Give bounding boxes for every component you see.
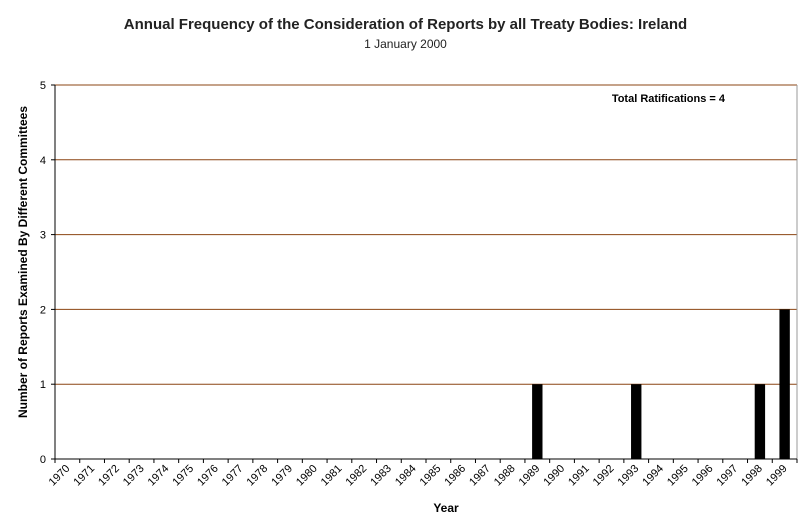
x-tick-label: 1994: [640, 463, 666, 489]
tick-labels: 0123451970197119721973197419751976197719…: [40, 80, 790, 488]
x-tick-label: 1998: [739, 463, 765, 489]
bar-1998: [754, 384, 766, 459]
bars: [532, 309, 790, 459]
chart-subtitle: 1 January 2000: [364, 37, 447, 51]
gridlines: [55, 84, 798, 459]
x-tick-label: 1989: [517, 463, 543, 489]
x-tick-label: 1973: [121, 463, 147, 489]
x-tick-label: 1984: [393, 463, 419, 489]
x-tick-label: 1976: [195, 463, 221, 489]
x-tick-label: 1991: [566, 463, 592, 489]
chart-title: Annual Frequency of the Consideration of…: [123, 16, 688, 33]
x-tick-label: 1970: [47, 463, 73, 489]
x-tick-label: 1980: [294, 463, 320, 489]
x-tick-label: 1999: [764, 463, 790, 489]
x-tick-label: 1979: [269, 463, 295, 489]
x-tick-label: 1997: [714, 463, 740, 489]
total-ratifications-annotation: Total Ratifications = 4: [612, 93, 726, 105]
y-tick-label: 0: [40, 454, 46, 466]
bar-1993: [631, 384, 642, 459]
bar-1989: [532, 384, 543, 459]
x-tick-label: 1986: [442, 463, 468, 489]
x-tick-label: 1987: [467, 463, 493, 489]
x-tick-label: 1972: [96, 463, 122, 489]
x-tick-label: 1990: [541, 463, 567, 489]
bar-1999: [779, 309, 790, 459]
x-tick-label: 1982: [343, 463, 369, 489]
y-tick-label: 1: [40, 379, 46, 391]
y-tick-label: 2: [40, 304, 46, 316]
y-tick-label: 3: [40, 230, 46, 242]
axes: [51, 84, 798, 463]
x-tick-label: 1993: [616, 463, 642, 489]
x-tick-label: 1983: [368, 463, 394, 489]
x-tick-label: 1996: [690, 463, 716, 489]
y-axis-title: Number of Reports Examined By Different …: [16, 106, 30, 418]
x-tick-label: 1974: [146, 463, 172, 489]
x-tick-label: 1995: [665, 463, 691, 489]
x-tick-label: 1988: [492, 463, 518, 489]
y-tick-label: 4: [40, 155, 46, 167]
y-tick-label: 5: [40, 80, 46, 92]
x-tick-label: 1975: [170, 463, 196, 489]
x-tick-label: 1971: [71, 463, 97, 489]
x-tick-label: 1981: [319, 463, 345, 489]
x-tick-label: 1978: [245, 463, 271, 489]
x-tick-label: 1992: [591, 463, 617, 489]
x-tick-label: 1977: [220, 463, 246, 489]
x-axis-title: Year: [433, 501, 459, 515]
x-tick-label: 1985: [418, 463, 444, 489]
